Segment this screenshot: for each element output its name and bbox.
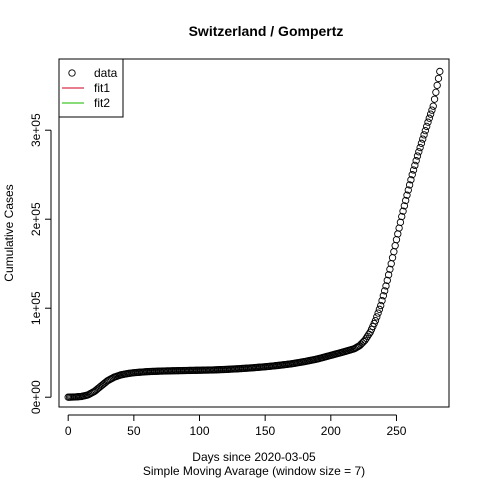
y-axis: 0e+00 1e+05 2e+05 3e+05 [29, 113, 52, 414]
data-point [423, 122, 431, 131]
data-point [428, 106, 436, 114]
data-point [429, 102, 437, 110]
x-tick-label: 150 [255, 424, 275, 438]
data-point [361, 336, 369, 344]
data-point [382, 282, 390, 290]
data-point [371, 317, 380, 325]
data-point [419, 135, 427, 143]
data-point [403, 191, 411, 199]
data-point [378, 296, 386, 305]
data-point [421, 126, 430, 135]
data-point [388, 254, 397, 262]
data-point [390, 248, 398, 256]
data-point [391, 242, 399, 250]
data-point [417, 139, 426, 147]
legend-label-fit2: fit2 [94, 96, 110, 110]
data-point [396, 218, 405, 226]
data-point [412, 157, 420, 165]
data-point [426, 110, 435, 118]
data-point [375, 305, 384, 313]
legend-label-data: data [94, 66, 118, 80]
data-point [356, 341, 364, 350]
data-point [392, 236, 401, 244]
legend-marker-data [68, 69, 76, 77]
data-point [433, 81, 441, 89]
x-axis-label: Days since 2020-03-05 [192, 450, 316, 464]
x-axis-sublabel: Simple Moving Avarage (window size = 7) [143, 464, 365, 478]
y-tick-label: 2e+05 [29, 202, 43, 236]
data-point [436, 67, 444, 76]
data-point [373, 313, 381, 321]
data-point [381, 287, 389, 295]
data-point [420, 131, 428, 139]
data-point [377, 301, 385, 310]
x-tick-label: 100 [189, 424, 209, 438]
data-point [434, 74, 443, 83]
data-point [374, 309, 382, 317]
x-tick-label: 250 [386, 424, 406, 438]
data-point [398, 212, 406, 221]
plot-frame [58, 58, 450, 408]
y-tick-label: 0e+00 [29, 380, 43, 414]
data-point [386, 265, 394, 273]
data-point [362, 334, 370, 342]
data-point [394, 230, 402, 238]
data-point [425, 114, 433, 122]
data-point [379, 292, 387, 300]
chart-title: Switzerland / Gompertz [189, 23, 344, 39]
data-point [400, 202, 408, 210]
y-tick-label: 1e+05 [29, 291, 43, 325]
data-point [357, 340, 365, 348]
data-point [395, 224, 403, 232]
data-point [424, 118, 432, 126]
x-axis: 0 50 100 150 200 250 [65, 414, 407, 438]
data-point [402, 196, 410, 205]
data-point [404, 186, 412, 194]
data-point [384, 271, 393, 279]
data-point [413, 152, 422, 160]
data-point [408, 171, 416, 179]
data-point [415, 148, 423, 156]
data-points [64, 67, 444, 401]
data-point [409, 166, 418, 174]
data-point [358, 339, 366, 347]
legend-label-fit1: fit1 [94, 81, 110, 95]
data-point [430, 95, 439, 103]
x-tick-label: 50 [127, 424, 141, 438]
y-axis-label: Cumulative Cases [2, 184, 16, 281]
x-tick-label: 0 [65, 424, 72, 438]
y-tick-label: 3e+05 [29, 113, 43, 147]
data-point [405, 181, 414, 189]
data-point [432, 88, 440, 96]
data-point [411, 161, 419, 170]
data-point [363, 332, 372, 340]
data-point [383, 276, 391, 285]
data-point [416, 143, 424, 152]
data-point [407, 176, 415, 184]
data-point [399, 207, 407, 215]
x-tick-label: 200 [321, 424, 341, 438]
